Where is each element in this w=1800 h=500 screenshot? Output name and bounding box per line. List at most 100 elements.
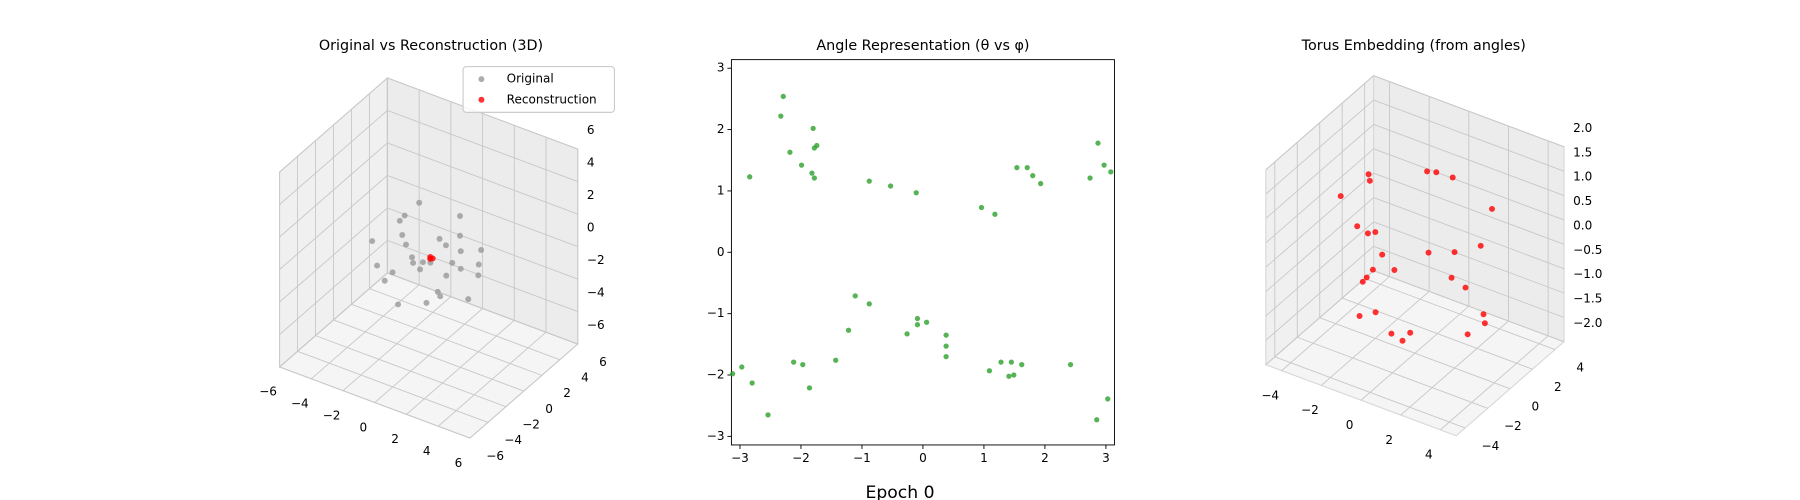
- z-tick-label: 0: [587, 221, 595, 235]
- grid-line: [1274, 356, 1466, 429]
- y-tick-label: 6: [599, 355, 607, 369]
- plot-area: [730, 59, 1115, 446]
- chart-title: Torus Embedding (from angles): [1301, 38, 1526, 54]
- point: [790, 359, 797, 365]
- x-tick-label: −1: [853, 451, 871, 465]
- point: [1425, 249, 1432, 256]
- legend-label: Reconstruction: [507, 92, 597, 106]
- point: [800, 361, 806, 368]
- point: [475, 261, 482, 268]
- grid-line: [279, 175, 388, 270]
- point: [437, 293, 444, 300]
- x-tick-label: 4: [1425, 448, 1433, 462]
- point: [436, 235, 443, 242]
- point: [1030, 172, 1036, 179]
- point: [809, 170, 815, 176]
- x-tick-label: 2: [1041, 451, 1049, 465]
- point: [810, 125, 816, 131]
- z-tick-label: −1.0: [1573, 267, 1602, 281]
- point: [1019, 361, 1025, 368]
- x-tick-label: 0: [1346, 418, 1354, 432]
- point: [403, 241, 409, 248]
- point: [739, 364, 745, 370]
- point: [442, 242, 449, 249]
- point: [1391, 267, 1398, 274]
- point: [1369, 266, 1376, 273]
- point: [1067, 361, 1074, 368]
- point: [986, 368, 993, 374]
- x-tick-label: −2: [792, 451, 810, 465]
- figure-title: Epoch 0: [865, 483, 934, 500]
- x-tick-label: 0: [919, 451, 927, 465]
- point: [1379, 251, 1386, 258]
- grid-line: [1297, 336, 1488, 409]
- point: [992, 211, 998, 217]
- point: [749, 380, 755, 386]
- point: [1101, 162, 1107, 168]
- z-tick-label: −4: [587, 286, 605, 300]
- point: [1464, 331, 1471, 338]
- point: [381, 277, 388, 284]
- point: [1462, 284, 1469, 291]
- x-tick-label: 2: [1385, 433, 1393, 447]
- grid-line: [1265, 124, 1374, 219]
- point: [866, 178, 872, 184]
- legend-label: Original: [507, 72, 554, 86]
- point: [457, 248, 464, 255]
- grid-line: [387, 110, 578, 183]
- point: [1424, 168, 1431, 175]
- z-tick-label: 1.0: [1573, 170, 1592, 184]
- point: [1024, 164, 1030, 171]
- point: [1477, 242, 1484, 249]
- grid-line: [315, 335, 507, 408]
- point: [814, 142, 820, 149]
- x-tick-label: −2: [1301, 403, 1319, 417]
- grid-line: [279, 77, 388, 173]
- point: [434, 288, 441, 295]
- point: [811, 175, 818, 181]
- x-tick-label: 2: [391, 432, 399, 446]
- grid-line: [1265, 75, 1374, 171]
- grid-line: [1265, 221, 1374, 317]
- grid-line: [387, 77, 578, 150]
- point: [395, 301, 402, 308]
- point: [475, 272, 482, 279]
- y-tick-label: 1: [717, 183, 725, 197]
- y-tick-label: −2: [707, 368, 725, 382]
- point: [1449, 174, 1456, 181]
- y-tick-label: 0: [545, 402, 553, 416]
- point: [399, 231, 406, 238]
- point: [401, 212, 408, 219]
- point: [943, 353, 949, 360]
- x-tick-label: 3: [1102, 451, 1110, 465]
- grid-line: [1373, 245, 1565, 318]
- point: [806, 385, 813, 391]
- y-tick-label: 2: [1554, 380, 1562, 394]
- point: [923, 319, 930, 325]
- point: [457, 212, 463, 219]
- x-tick-label: 6: [455, 456, 463, 470]
- grid-line: [297, 350, 489, 423]
- point: [1480, 311, 1487, 318]
- point: [833, 357, 839, 363]
- grid-line: [1373, 148, 1565, 221]
- x-tick-label: −6: [259, 385, 277, 399]
- point: [1359, 278, 1366, 285]
- x-tick-label: −4: [291, 397, 309, 411]
- y-tick-label: 3: [717, 61, 725, 75]
- y-tick-label: −1: [707, 306, 725, 320]
- z-tick-label: 0.0: [1573, 218, 1592, 232]
- grid-line: [333, 319, 525, 392]
- point: [389, 269, 396, 276]
- grid-line: [1373, 99, 1565, 172]
- y-tick-label: 4: [1576, 360, 1584, 374]
- point: [456, 232, 463, 239]
- z-tick-label: 0.5: [1573, 194, 1592, 208]
- grid-line: [387, 240, 578, 312]
- point: [904, 331, 910, 337]
- point: [914, 315, 921, 322]
- point: [866, 301, 872, 307]
- x-tick-label: 4: [423, 444, 431, 458]
- point: [1366, 177, 1373, 184]
